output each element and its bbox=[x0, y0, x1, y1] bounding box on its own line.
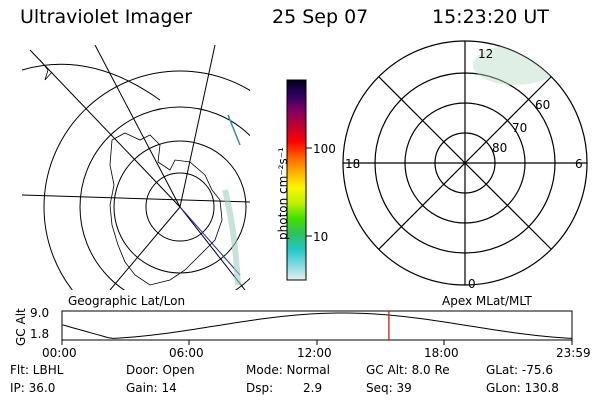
time-label: 15:23:20 UT bbox=[432, 6, 549, 28]
colorbar-tick-10: 10 bbox=[313, 230, 329, 244]
mlt-diagonal bbox=[378, 76, 552, 250]
door-status: Door: Open bbox=[126, 363, 195, 377]
geographic-map bbox=[22, 45, 250, 290]
altitude-ylabel: GC Alt bbox=[14, 308, 28, 346]
meridian-line bbox=[109, 206, 181, 290]
instrument-title: Ultraviolet Imager bbox=[20, 6, 193, 28]
altitude-plot bbox=[61, 310, 573, 345]
colorbar-label: photon cm⁻²s⁻¹ bbox=[276, 147, 290, 240]
polar-grid bbox=[342, 40, 588, 286]
meridian-line bbox=[22, 194, 250, 203]
antarctica-coastline bbox=[109, 132, 223, 286]
geographic-panel-label: Geographic Lat/Lon bbox=[68, 294, 186, 308]
meridian-line bbox=[179, 45, 216, 208]
filter-status: Flt: LBHL bbox=[10, 363, 64, 377]
mlt-label-0: 0 bbox=[468, 277, 476, 291]
date-label: 25 Sep 07 bbox=[272, 6, 369, 28]
aurora-arc bbox=[227, 114, 241, 146]
altitude-xtick: 06:00 bbox=[169, 346, 204, 360]
aurora-glow bbox=[222, 189, 241, 286]
glon-status: GLon: 130.8 bbox=[486, 381, 559, 395]
altitude-curve bbox=[61, 312, 573, 339]
altitude-ytick-top: 9.0 bbox=[30, 306, 50, 320]
mlt-label-18: 18 bbox=[345, 157, 361, 171]
island-coastline bbox=[39, 59, 53, 81]
meridian-line bbox=[22, 63, 161, 101]
ip-status: IP: 36.0 bbox=[10, 381, 56, 395]
altitude-frame bbox=[61, 310, 573, 341]
terminator-line bbox=[179, 206, 241, 276]
altitude-ytick-bottom: 1.8 bbox=[30, 327, 50, 341]
lat-circle bbox=[43, 70, 250, 290]
apex-panel-label: Apex MLat/MLT bbox=[442, 294, 532, 308]
colorbar-tick-100: 100 bbox=[313, 142, 336, 156]
seq-status: Seq: 39 bbox=[366, 381, 412, 395]
dsp-value: 2.9 bbox=[303, 381, 323, 395]
mlat-label-70: 70 bbox=[512, 121, 528, 135]
mode-status: Mode: Normal bbox=[246, 363, 330, 377]
gain-status: Gain: 14 bbox=[126, 381, 177, 395]
mlat-label-80: 80 bbox=[492, 141, 508, 155]
lat-circle bbox=[79, 106, 250, 290]
mlt-label-6: 6 bbox=[575, 157, 583, 171]
colorbar bbox=[286, 79, 307, 281]
mlt-label-12: 12 bbox=[478, 47, 494, 61]
mlat-label-60: 60 bbox=[535, 98, 551, 112]
gc-alt-status: GC Alt: 8.0 Re bbox=[366, 363, 450, 377]
altitude-xtick: 23:59 bbox=[556, 346, 591, 360]
lat-circle bbox=[145, 172, 215, 242]
altitude-xtick: 18:00 bbox=[424, 346, 459, 360]
meridian-line bbox=[94, 45, 181, 208]
altitude-xtick: 00:00 bbox=[42, 346, 77, 360]
glat-status: GLat: -75.6 bbox=[486, 363, 553, 377]
dsp-label: Dsp: bbox=[246, 381, 274, 395]
altitude-xtick: 12:00 bbox=[297, 346, 332, 360]
